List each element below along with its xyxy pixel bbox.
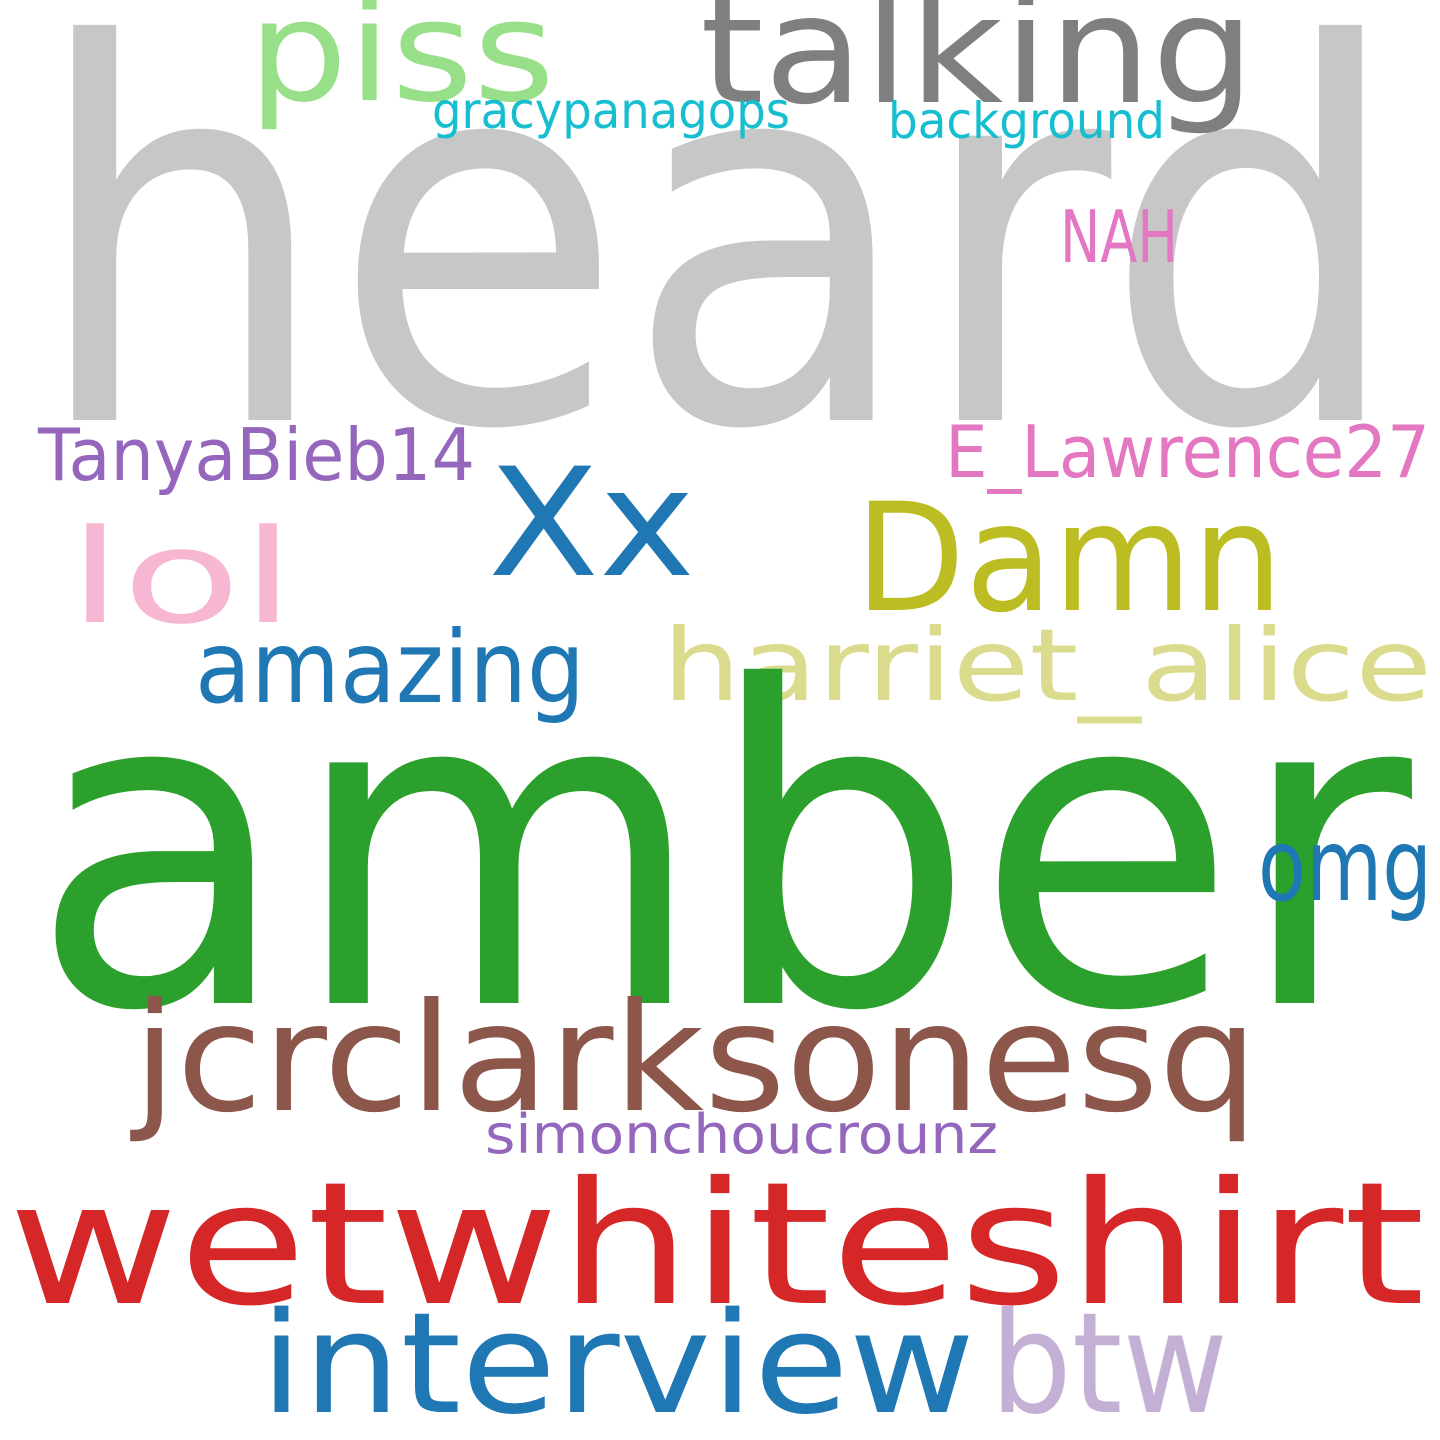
word-xx: Xx [488, 437, 695, 611]
word-interview: interview [260, 1283, 975, 1440]
word-btw: btw [990, 1283, 1228, 1440]
word-tanyabieb14: TanyaBieb14 [37, 413, 475, 497]
word-simonchoucrounz: simonchoucrounz [485, 1103, 998, 1166]
word-jcrclarksonesq: jcrclarksonesq [130, 972, 1258, 1146]
word-e_lawrence27: E_Lawrence27 [945, 410, 1430, 494]
word-wetwhiteshirt: wetwhiteshirt [8, 1146, 1425, 1344]
word-amber: amber [30, 595, 1417, 1107]
word-talking: talking [700, 0, 1255, 138]
word-damn: Damn [855, 472, 1283, 646]
word-lol: lol [68, 501, 295, 653]
word-amazing: amazing [195, 609, 585, 726]
word-nah: NAH [1060, 195, 1178, 279]
word-background: background [888, 92, 1165, 150]
word-heard: heard [30, 0, 1405, 543]
word-gracypanagops: gracypanagops [432, 82, 790, 140]
word-omg: omg [1258, 807, 1432, 924]
word-piss: piss [248, 0, 555, 134]
word-harriet_alice: harriet_alice [662, 607, 1432, 724]
